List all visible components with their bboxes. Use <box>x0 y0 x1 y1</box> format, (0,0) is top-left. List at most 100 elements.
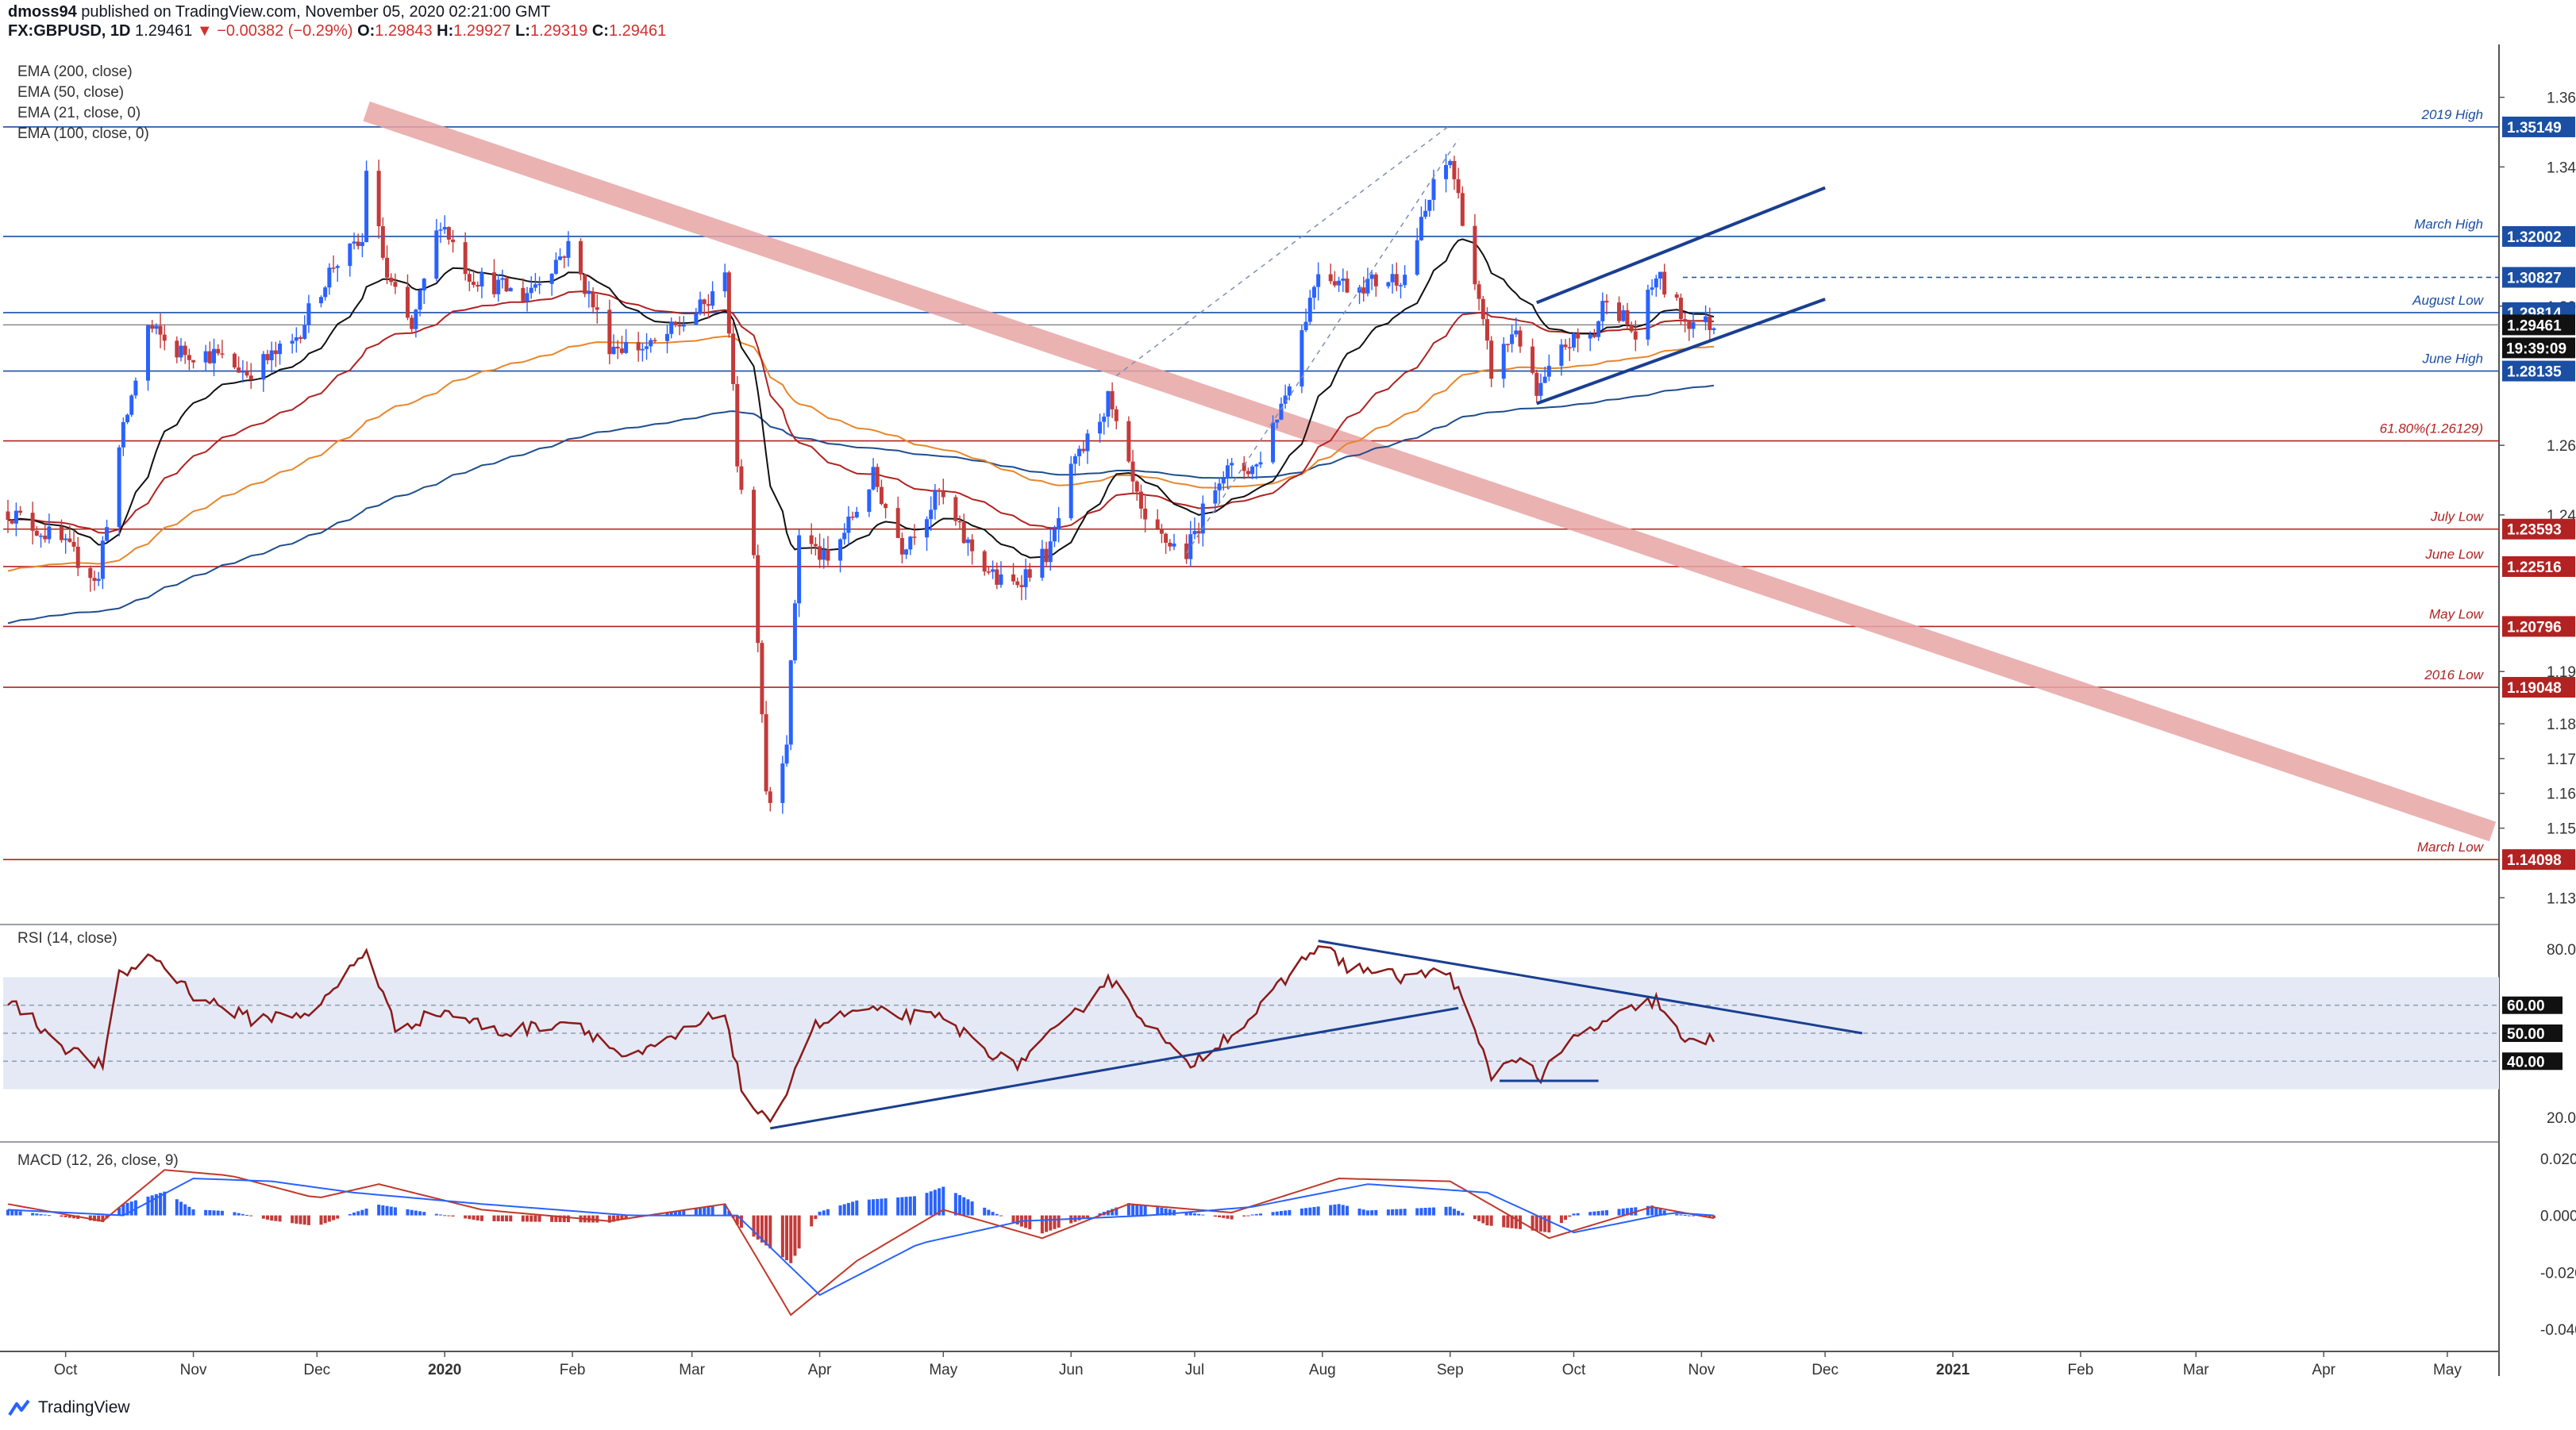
candle-body <box>756 555 760 644</box>
candle-body <box>1456 179 1461 194</box>
macd-histogram-bar <box>336 1215 340 1219</box>
candle-body <box>1200 503 1205 534</box>
macd-histogram-bar <box>999 1215 1003 1217</box>
rsi-level-badge <box>2502 1024 2563 1042</box>
candle-body <box>726 272 731 334</box>
candle-body <box>1460 193 1465 226</box>
wedge-lower-line <box>1536 298 1826 406</box>
macd-histogram-bar <box>983 1207 987 1216</box>
chart-byline: dmoss94 published on TradingView.com, No… <box>8 3 550 21</box>
open-value: 1.29843 <box>375 22 433 40</box>
price-tick-label: 1.26000 <box>2547 438 2576 455</box>
candle-body <box>1484 319 1489 341</box>
symbol-label[interactable]: FX:GBPUSD, 1D <box>8 22 131 40</box>
macd-histogram-bar <box>261 1215 265 1219</box>
macd-tick-label: -0.04000 <box>2540 1322 2576 1339</box>
candle-body <box>941 491 945 498</box>
candle-body <box>410 317 414 329</box>
macd-histogram-bar <box>327 1215 331 1222</box>
candle-body <box>1588 334 1592 339</box>
candle-body <box>529 287 533 294</box>
candle-body <box>854 511 859 517</box>
candle-body <box>871 467 876 490</box>
candle-body <box>1023 569 1028 587</box>
open-label: O: <box>357 22 375 40</box>
candle-body <box>636 342 641 351</box>
indicator-legend: EMA (100, close, 0) <box>17 125 149 142</box>
candle-body <box>1077 448 1082 456</box>
macd-histogram-bar <box>356 1211 360 1216</box>
macd-histogram-bar <box>191 1209 195 1216</box>
macd-histogram-bar <box>14 1210 18 1216</box>
level-label: March High <box>2414 217 2483 232</box>
macd-histogram-bar <box>323 1215 327 1224</box>
macd-histogram-bar <box>694 1208 698 1216</box>
macd-histogram-bar <box>872 1199 876 1216</box>
candle-body <box>212 348 217 363</box>
macd-histogram-bar <box>381 1205 385 1216</box>
candle-body <box>619 348 624 353</box>
rsi-band <box>3 977 2499 1090</box>
candle-body <box>237 367 241 373</box>
time-tick-label: Oct <box>54 1362 78 1378</box>
macd-histogram-bar <box>1592 1211 1596 1216</box>
candle-body <box>702 299 707 305</box>
rsi-trend-line <box>770 1006 1459 1130</box>
candle-body <box>1505 344 1510 345</box>
time-tick-label: Mar <box>2183 1362 2209 1378</box>
macd-histogram-bar <box>933 1190 937 1216</box>
candle-body <box>1052 529 1057 542</box>
macd-histogram-bar <box>925 1193 929 1216</box>
tradingview-logo[interactable]: TradingView <box>8 1398 130 1417</box>
descending-trend-band <box>363 101 2497 842</box>
macd-histogram-bar <box>1538 1215 1542 1232</box>
candle-body <box>1057 517 1061 530</box>
macd-histogram-bar <box>1184 1212 1188 1216</box>
price-badge <box>2502 267 2575 288</box>
countdown-badge <box>2502 337 2575 359</box>
macd-histogram-bar <box>1559 1215 1563 1224</box>
macd-histogram-bar <box>1374 1209 1378 1216</box>
candle-body <box>937 490 941 492</box>
level-label: August Low <box>2412 293 2485 308</box>
candle-body <box>158 325 163 335</box>
candle-body <box>1196 531 1201 534</box>
level-label: 2016 Low <box>2424 667 2484 682</box>
macd-histogram-bar <box>1588 1212 1592 1216</box>
time-tick-label: 2021 <box>1936 1362 1970 1378</box>
macd-histogram-bar <box>739 1215 743 1228</box>
candle-body <box>125 414 130 422</box>
macd-histogram-bar <box>1135 1204 1139 1216</box>
candle-body <box>549 273 554 284</box>
candle-body <box>1386 282 1391 286</box>
candle-body <box>1654 278 1658 288</box>
candle-body <box>1155 519 1160 529</box>
candle-body <box>261 354 266 380</box>
macd-histogram-bar <box>1431 1207 1435 1216</box>
candle-body <box>1027 569 1032 578</box>
macd-histogram-bar <box>10 1210 14 1216</box>
macd-histogram-bar <box>35 1213 39 1216</box>
macd-histogram-bar <box>1564 1215 1568 1220</box>
macd-histogram-bar <box>838 1205 842 1216</box>
candle-body <box>1398 285 1403 286</box>
candle-body <box>1678 298 1683 320</box>
author-name[interactable]: dmoss94 <box>8 3 77 21</box>
macd-histogram-bar <box>867 1199 871 1216</box>
macd-histogram-bar <box>121 1204 125 1216</box>
candle-body <box>673 321 678 325</box>
candle-body <box>1098 421 1103 434</box>
macd-histogram-bar <box>220 1210 224 1216</box>
macd-histogram-bar <box>72 1215 76 1219</box>
candle-body <box>1683 319 1688 322</box>
candle-body <box>265 354 270 360</box>
macd-histogram-bar <box>814 1215 818 1220</box>
time-tick-label: Nov <box>180 1362 207 1378</box>
candle-body <box>1258 462 1263 465</box>
candle-body <box>752 490 757 555</box>
macd-histogram-bar <box>1271 1212 1275 1216</box>
macd-histogram-bar <box>1444 1206 1448 1216</box>
macd-histogram-bar <box>1250 1214 1254 1216</box>
macd-histogram-bar <box>1572 1213 1576 1216</box>
